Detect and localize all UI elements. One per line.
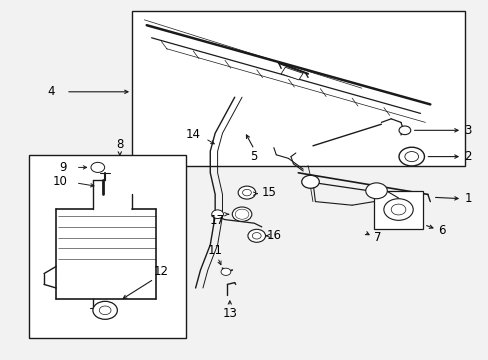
Text: 3: 3 <box>464 124 471 137</box>
Circle shape <box>398 126 410 135</box>
Circle shape <box>383 199 412 220</box>
Text: 12: 12 <box>154 265 169 278</box>
Text: 11: 11 <box>207 244 222 257</box>
Text: 15: 15 <box>261 186 276 199</box>
Circle shape <box>247 229 265 242</box>
Text: 10: 10 <box>53 175 67 188</box>
Text: 2: 2 <box>464 150 471 163</box>
Text: 9: 9 <box>60 161 67 174</box>
Circle shape <box>232 207 251 221</box>
Circle shape <box>238 211 245 217</box>
Text: 1: 1 <box>464 192 471 205</box>
Circle shape <box>221 268 230 275</box>
Circle shape <box>99 306 111 315</box>
Circle shape <box>365 183 386 199</box>
Circle shape <box>404 152 418 162</box>
Circle shape <box>398 147 424 166</box>
Circle shape <box>242 189 251 196</box>
Circle shape <box>301 175 319 188</box>
Bar <box>132 11 464 166</box>
Circle shape <box>252 233 261 239</box>
Bar <box>281 67 303 80</box>
Text: 8: 8 <box>116 138 123 151</box>
Text: 7: 7 <box>373 231 381 244</box>
Text: 5: 5 <box>250 150 258 163</box>
Text: 16: 16 <box>266 229 281 242</box>
Text: 6: 6 <box>437 224 444 237</box>
Bar <box>373 191 422 229</box>
Text: 17: 17 <box>209 214 224 227</box>
Circle shape <box>211 210 223 219</box>
Circle shape <box>93 301 117 319</box>
Bar <box>29 155 185 338</box>
Circle shape <box>390 204 405 215</box>
Circle shape <box>235 209 248 219</box>
Circle shape <box>91 162 104 172</box>
Text: 4: 4 <box>47 85 55 98</box>
Circle shape <box>238 186 255 199</box>
Text: 14: 14 <box>185 129 200 141</box>
Text: 13: 13 <box>222 307 237 320</box>
